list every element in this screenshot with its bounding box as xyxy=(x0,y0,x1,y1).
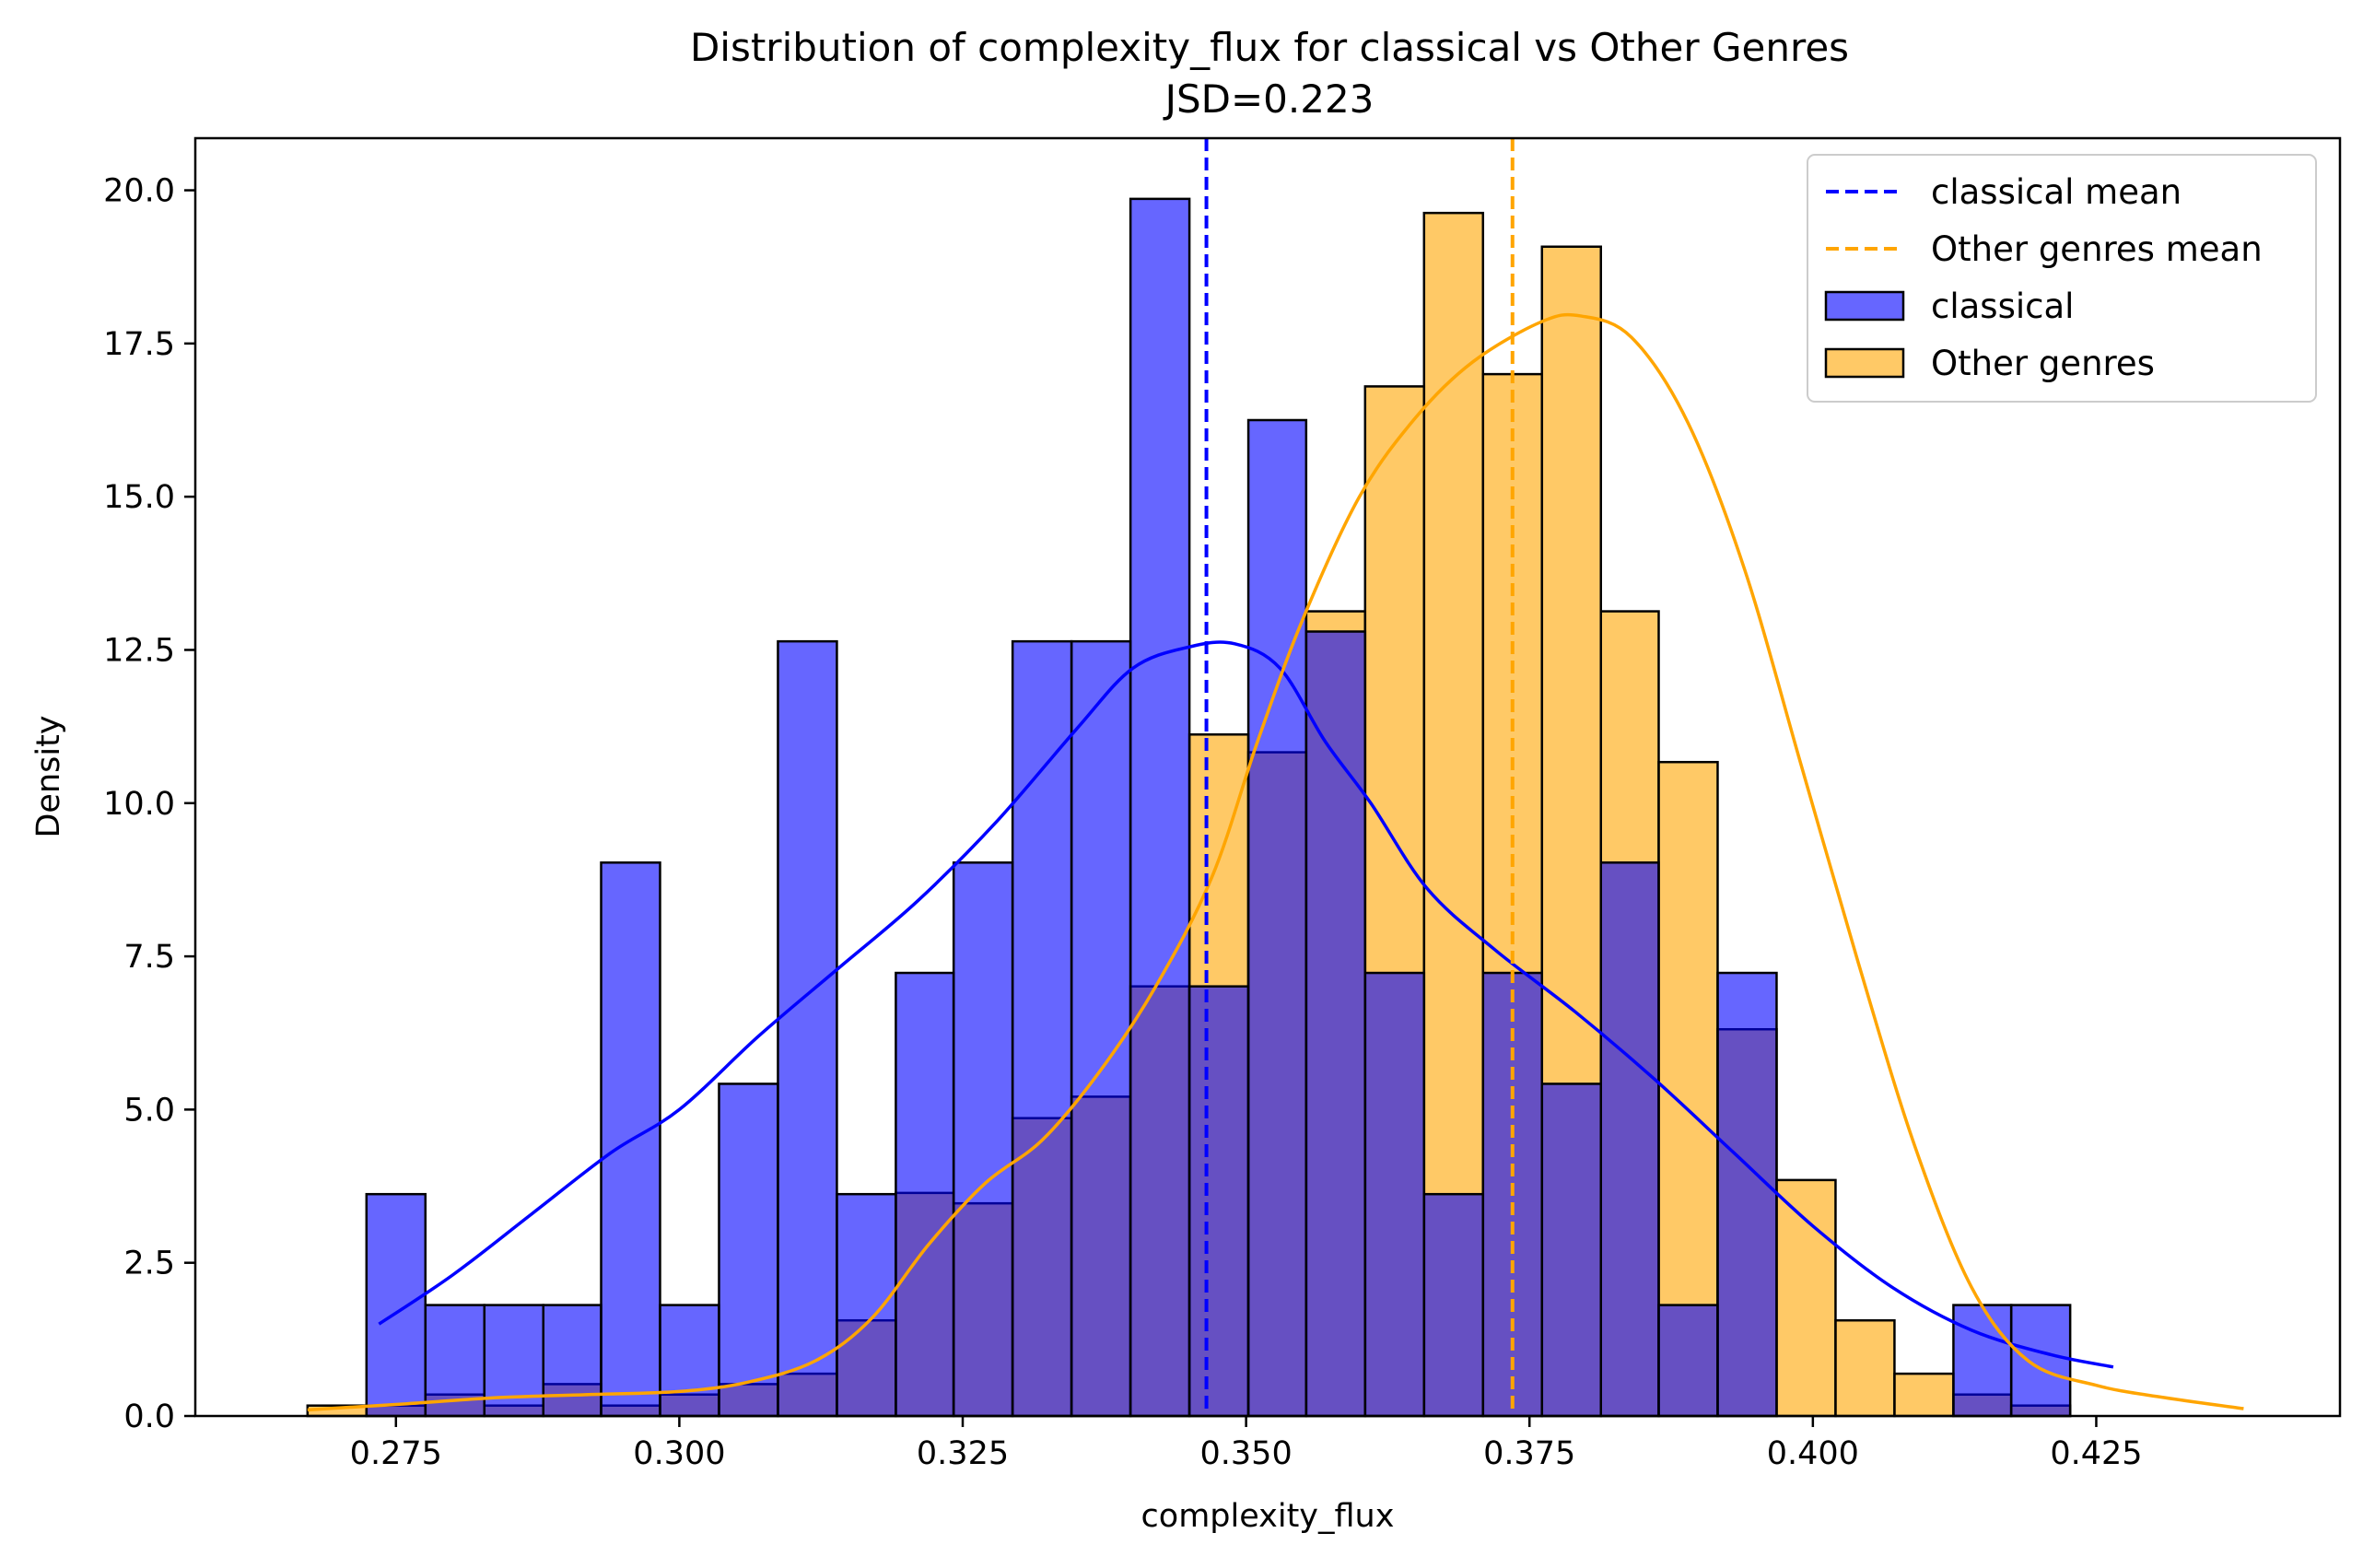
y-tick-label: 20.0 xyxy=(103,173,175,210)
legend-label-other-genres: Other genres xyxy=(1931,344,2155,383)
x-tick-label: 0.425 xyxy=(2050,1435,2142,1472)
other-genres-bar xyxy=(1775,1178,1837,1418)
classical-bar xyxy=(1363,971,1426,1418)
classical-bar xyxy=(659,1304,720,1418)
classical-bar xyxy=(1304,630,1367,1418)
x-tick-label: 0.350 xyxy=(1200,1435,1293,1472)
x-tick-label: 0.375 xyxy=(1483,1435,1575,1472)
legend-label-classical: classical xyxy=(1931,287,2074,326)
classical-bars xyxy=(365,197,2072,1418)
x-tick-label: 0.275 xyxy=(350,1435,442,1472)
classical-bar xyxy=(777,639,838,1418)
y-tick-label: 0.0 xyxy=(123,1398,175,1435)
mean-lines xyxy=(1204,138,1515,1416)
kde-curves xyxy=(307,312,2244,1412)
other-genres-bar xyxy=(1834,1318,1896,1418)
x-tick-label: 0.300 xyxy=(633,1435,725,1472)
classical-bar xyxy=(2009,1304,2072,1418)
classical-kde-line xyxy=(378,640,2114,1369)
legend: classical mean Other genres mean classical… xyxy=(1807,154,2317,403)
y-tick-label: 12.5 xyxy=(103,632,175,669)
classical-bar xyxy=(542,1304,602,1418)
y-axis-label: Density xyxy=(30,715,67,837)
x-axis: 0.275 0.300 0.325 0.350 0.375 0.400 0.425 xyxy=(350,1416,2143,1472)
plot-frame xyxy=(193,136,2342,1418)
y-tick-label: 17.5 xyxy=(103,326,175,363)
y-axis: 0.0 2.5 5.0 7.5 10.0 12.5 15.0 17.5 20.0 xyxy=(103,173,195,1435)
classical-bar xyxy=(1952,1304,2013,1418)
y-tick-label: 7.5 xyxy=(123,939,175,976)
classical-bar xyxy=(1657,1304,1719,1418)
y-tick-label: 15.0 xyxy=(103,479,175,516)
classical-bar xyxy=(836,1192,897,1418)
y-tick-label: 5.0 xyxy=(123,1092,175,1129)
classical-bar xyxy=(365,1192,427,1418)
chart-subtitle: JSD=0.223 xyxy=(1163,76,1375,122)
classical-bar xyxy=(1070,639,1132,1418)
y-tick-label: 2.5 xyxy=(123,1246,175,1282)
classical-bar xyxy=(952,861,1014,1418)
classical-bar xyxy=(1716,971,1778,1418)
classical-bar xyxy=(1599,861,1660,1418)
chart-title: Distribution of complexity_flux for clas… xyxy=(690,25,1849,70)
classical-bar xyxy=(1011,639,1073,1418)
other-genres-kde-line xyxy=(307,312,2244,1412)
legend-label-other-genres-mean: Other genres mean xyxy=(1931,229,2263,269)
classical-bar xyxy=(1540,1082,1603,1418)
x-tick-label: 0.325 xyxy=(917,1435,1009,1472)
classical-bar xyxy=(1422,1192,1485,1418)
classical-bar xyxy=(718,1082,779,1418)
legend-frame xyxy=(1807,154,2317,403)
classical-bar xyxy=(895,971,955,1418)
y-tick-label: 10.0 xyxy=(103,786,175,823)
x-axis-label: complexity_flux xyxy=(1141,1498,1395,1535)
legend-handle-classical xyxy=(1824,290,1905,322)
x-tick-label: 0.400 xyxy=(1767,1435,1859,1472)
classical-bar xyxy=(1246,418,1308,1418)
legend-label-classical-mean: classical mean xyxy=(1931,172,2182,212)
classical-bar xyxy=(1129,197,1191,1418)
legend-handle-other-genres xyxy=(1824,347,1905,379)
classical-bar xyxy=(1187,985,1250,1418)
other-genres-bar xyxy=(1893,1372,1955,1418)
